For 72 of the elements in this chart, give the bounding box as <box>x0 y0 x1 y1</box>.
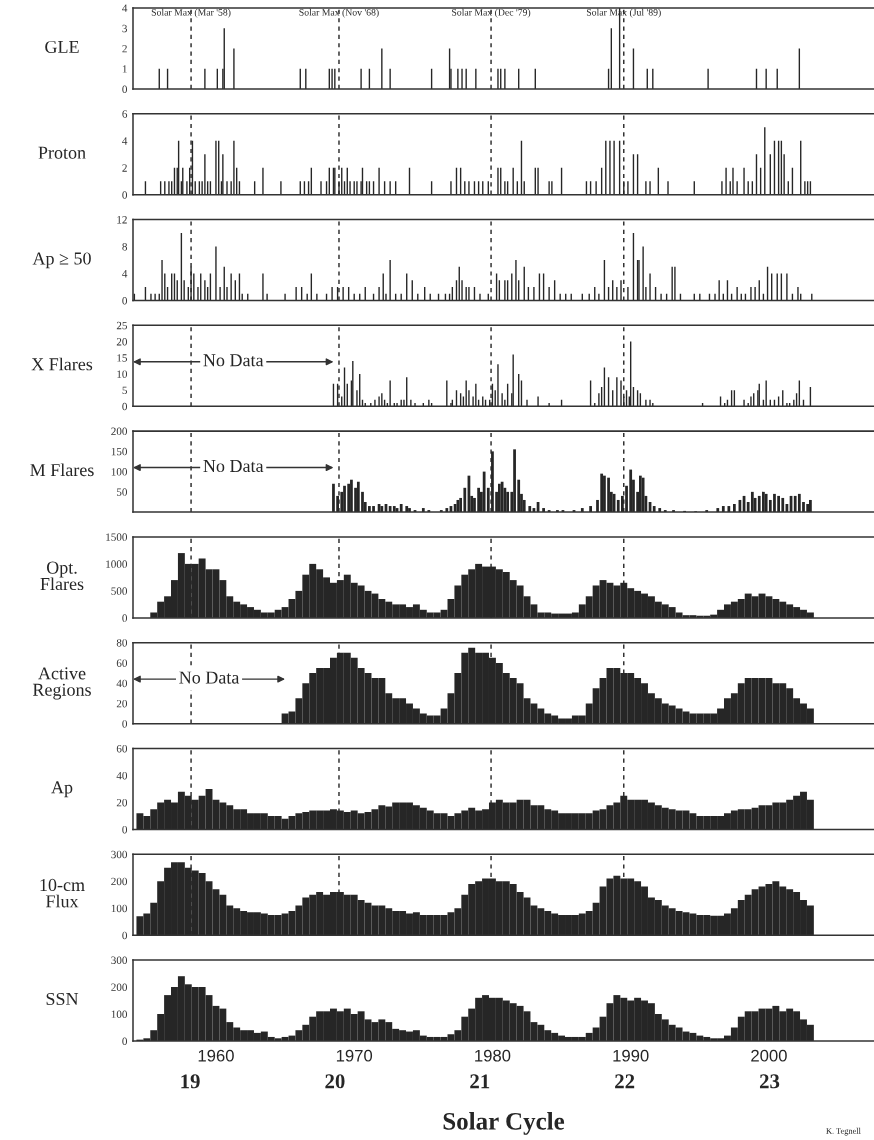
y-tick-label: 100 <box>111 904 128 913</box>
y-tick-label: 10 <box>117 370 128 378</box>
y-tick-label: 1000 <box>106 560 128 568</box>
x-axis-title: Solar Cycle <box>443 1112 565 1135</box>
y-tick-label: 4 <box>122 137 128 145</box>
annotation: No Data <box>179 671 240 684</box>
y-tick-label: 3 <box>122 24 128 33</box>
annotation: No Data <box>203 354 264 367</box>
text: 21 <box>470 1074 490 1089</box>
y-tick-label: 12 <box>117 216 127 224</box>
y-tick-label: 4 <box>122 4 128 12</box>
ref-line-label: Solar Max (Nov '68) <box>299 8 379 18</box>
y-tick-label: 300 <box>111 850 128 859</box>
text: 23 <box>759 1074 780 1089</box>
x-tick-label: 2000 <box>751 1049 787 1062</box>
y-axis-title: Active Regions <box>32 667 91 700</box>
text: 22 <box>615 1074 635 1089</box>
y-axis-title: M Flares <box>30 463 94 477</box>
y-tick-label: 15 <box>117 354 128 362</box>
y-axis-title: X Flares <box>31 357 93 371</box>
y-tick-label: 20 <box>116 699 128 708</box>
y-tick-label: 1500 <box>106 533 128 541</box>
x-tick-label: 1980 <box>475 1049 511 1062</box>
y-tick-label: 300 <box>111 956 128 964</box>
x-tick-label: 1960 <box>198 1049 234 1062</box>
y-tick-label: 20 <box>116 798 128 807</box>
y-tick-label: 0 <box>122 85 128 93</box>
y-tick-label: 4 <box>122 270 128 278</box>
x-tick-label: 1990 <box>613 1049 649 1062</box>
y-tick-label: 50 <box>116 488 128 496</box>
y-axis-title: 10-cm Flux <box>40 878 85 908</box>
y-tick-label: 6 <box>122 110 128 118</box>
y-tick-label: 200 <box>111 877 128 886</box>
y-tick-label: 0 <box>122 1037 128 1045</box>
y-axis-title: Opt. Flares <box>40 561 84 591</box>
y-tick-label: 0 <box>122 191 128 199</box>
y-tick-label: 0 <box>122 720 128 728</box>
y-tick-label: 150 <box>111 447 128 456</box>
annotation: No Data <box>203 460 264 473</box>
y-tick-label: 500 <box>111 587 128 595</box>
y-axis-title: Proton <box>38 146 86 159</box>
y-tick-label: 100 <box>111 468 128 476</box>
y-tick-label: 2 <box>122 164 127 172</box>
y-tick-label: 25 <box>116 321 128 330</box>
ref-line-label: Solar Max (Dec '79) <box>452 8 531 18</box>
y-tick-label: 0 <box>122 825 128 834</box>
y-tick-label: 5 <box>122 386 128 395</box>
x-tick-label: 1970 <box>336 1049 373 1062</box>
y-tick-label: 100 <box>111 1010 128 1018</box>
text: 19 <box>181 1074 200 1089</box>
y-axis-title: GLE <box>45 40 79 54</box>
y-tick-label: 60 <box>116 744 128 753</box>
y-tick-label: 200 <box>111 983 128 991</box>
text: 20 <box>325 1074 345 1089</box>
y-tick-label: 1 <box>122 65 127 73</box>
y-tick-label: 0 <box>122 402 128 411</box>
y-tick-label: 8 <box>122 243 128 251</box>
y-tick-label: 0 <box>122 297 128 305</box>
y-tick-label: 40 <box>116 771 128 780</box>
y-tick-label: 0 <box>122 931 128 940</box>
ref-line-label: Solar Max (Mar '58) <box>151 8 231 18</box>
y-tick-label: 60 <box>116 659 128 667</box>
y-tick-label: 80 <box>116 639 128 647</box>
y-tick-label: 0 <box>122 614 128 622</box>
text: K. Tegnell <box>826 1127 861 1136</box>
y-tick-label: 40 <box>116 679 128 688</box>
y-tick-label: 200 <box>111 427 128 436</box>
y-axis-title: SSN <box>46 992 79 1006</box>
y-tick-label: 2 <box>122 45 127 53</box>
y-axis-title: Ap ≥ 50 <box>32 252 91 269</box>
y-tick-label: 20 <box>116 338 128 346</box>
y-axis-title: Ap <box>51 781 73 798</box>
